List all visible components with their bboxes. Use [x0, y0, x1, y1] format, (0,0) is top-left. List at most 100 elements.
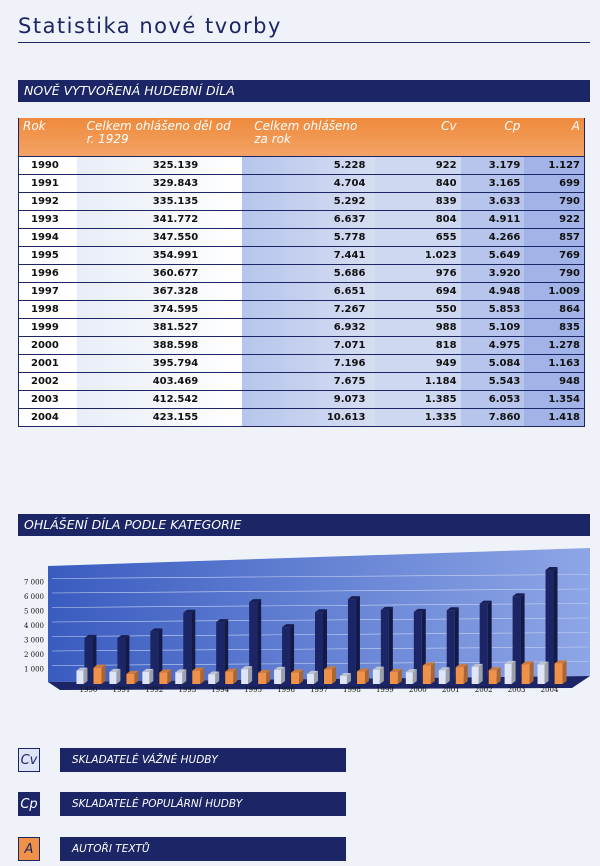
table-cell: 6.053 — [460, 390, 525, 409]
bar-top — [307, 670, 318, 674]
table-cell: 2001 — [18, 354, 77, 373]
table-row: 2004 423.155 10.613 1.335 7.860 1.418 — [18, 408, 585, 427]
bar — [347, 599, 356, 684]
bar-side — [346, 673, 351, 684]
chart: 1 000 2 000 3 000 4 000 5 000 6 000 7 000 1990 1… — [24, 548, 590, 694]
bar — [372, 669, 380, 684]
table-cell: 3.920 — [460, 264, 525, 283]
bar — [324, 669, 332, 684]
x-tick-label: 1992 — [145, 686, 163, 694]
table-cell: 1992 — [18, 192, 77, 211]
table-cell: 835 — [524, 318, 585, 337]
table-cell: 367.328 — [76, 282, 243, 301]
bar-side — [101, 664, 106, 684]
grid-line — [51, 588, 589, 594]
bar-side — [553, 567, 558, 684]
y-tick-label: 7 000 — [24, 579, 44, 587]
table-row: 2001 395.794 7.196 949 5.084 1.163 — [18, 354, 585, 373]
bar-top — [93, 664, 106, 668]
table-cell: 1998 — [18, 300, 77, 319]
bar-side — [314, 670, 318, 684]
table-cell: 4.266 — [460, 228, 525, 247]
bar-top — [422, 662, 435, 666]
table-row: 1998 374.595 7.267 550 5.853 864 — [18, 300, 585, 319]
table-cell: 423.155 — [76, 408, 243, 427]
bar-side — [544, 661, 549, 684]
table-row: 1994 347.550 5.778 655 4.266 857 — [18, 228, 585, 247]
bar-side — [299, 669, 304, 684]
bar-top — [159, 669, 172, 673]
table-cell: 4.975 — [460, 336, 525, 355]
bar-top — [183, 609, 196, 613]
table-cell: 388.598 — [76, 336, 243, 355]
bar-top — [389, 668, 402, 672]
bar — [258, 672, 267, 684]
column-header: Rok — [18, 118, 77, 157]
table-cell: 4.948 — [460, 282, 525, 301]
bar — [282, 627, 291, 684]
bar-side — [191, 609, 196, 684]
table-row: 1997 367.328 6.651 694 4.948 1.009 — [18, 282, 585, 301]
y-tick-label: 4 000 — [24, 622, 44, 630]
bar — [142, 671, 150, 684]
table-cell: 4.911 — [460, 210, 525, 229]
table-cell: 790 — [524, 192, 585, 211]
bar-side — [83, 667, 88, 684]
table-row: 1993 341.772 6.637 804 4.911 922 — [18, 210, 585, 229]
y-tick-label: 3 000 — [24, 637, 44, 645]
bar-side — [248, 666, 253, 684]
bar-top — [117, 635, 130, 639]
table-row: 2003 412.542 9.073 1.385 6.053 1.354 — [18, 390, 585, 409]
table-cell: 1.278 — [524, 336, 585, 355]
bar-side — [290, 624, 295, 684]
bar-top — [150, 628, 163, 632]
x-tick-label: 2004 — [541, 686, 559, 694]
column-header: Celkem ohlášeno za rok — [242, 118, 376, 157]
table-row: 1995 354.991 7.441 1.023 5.649 769 — [18, 246, 585, 265]
bar-top — [324, 666, 336, 670]
table-cell: 2000 — [18, 336, 77, 355]
table-cell: 5.543 — [460, 372, 525, 391]
x-tick-label: 1993 — [178, 686, 196, 694]
table-cell: 374.595 — [76, 300, 243, 319]
table-cell: 5.292 — [242, 192, 376, 211]
x-tick-label: 1994 — [211, 686, 229, 694]
bar-side — [233, 668, 238, 684]
table-cell: 3.165 — [460, 174, 525, 193]
bar-side — [167, 669, 172, 684]
bar-top — [274, 666, 286, 670]
table-cell: 818 — [375, 336, 461, 355]
table-cell: 5.649 — [460, 246, 525, 265]
bar-side — [520, 593, 525, 684]
table-row: 1991 329.843 4.704 840 3.165 699 — [18, 174, 585, 193]
bar-top — [488, 667, 501, 671]
bar-side — [412, 669, 417, 684]
x-tick-label: 2003 — [508, 686, 526, 694]
bar — [554, 663, 563, 684]
table-cell: 5.778 — [242, 228, 376, 247]
bar-side — [529, 661, 534, 684]
bar — [356, 671, 365, 684]
legend-label: AUTOŘI TEXTŮ — [60, 837, 346, 861]
x-tick-label: 2000 — [409, 686, 427, 694]
table-cell: 864 — [524, 300, 585, 319]
table-cell: 2003 — [18, 390, 77, 409]
bar-top — [521, 661, 534, 665]
legend-key: Cv — [18, 748, 40, 772]
bar-side — [116, 668, 121, 684]
table-cell: 769 — [524, 246, 585, 265]
column-header: A — [524, 118, 585, 157]
bar-top — [405, 669, 417, 673]
table-cell: 1990 — [18, 156, 77, 175]
bar-top — [554, 660, 567, 664]
table-cell: 1.418 — [524, 408, 585, 427]
table-cell: 1991 — [18, 174, 77, 193]
bar-side — [364, 668, 369, 684]
table-cell: 5.109 — [460, 318, 525, 337]
table-cell: 347.550 — [76, 228, 243, 247]
x-tick-label: 1995 — [244, 686, 262, 694]
bar — [126, 673, 135, 684]
bar-side — [257, 599, 262, 684]
table-cell: 360.677 — [76, 264, 243, 283]
bar-side — [158, 628, 163, 684]
